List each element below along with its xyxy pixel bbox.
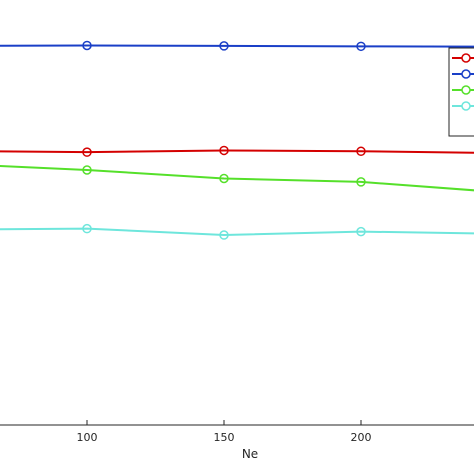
legend-swatch-marker (461, 53, 471, 63)
data-point (356, 226, 366, 237)
x-axis-label: Ne (242, 447, 258, 461)
data-point (82, 40, 92, 51)
x-tick-label: 100 (77, 431, 98, 444)
data-point (356, 177, 366, 187)
series-line (0, 164, 474, 192)
legend-swatch-marker (461, 85, 471, 95)
data-point (356, 146, 366, 157)
series-4 (0, 223, 474, 240)
data-point (82, 165, 92, 175)
series-2 (0, 40, 474, 52)
chart-series (0, 40, 474, 240)
data-point (219, 41, 229, 51)
data-point (356, 41, 366, 52)
series-line (0, 44, 474, 48)
data-point (82, 223, 92, 234)
chart-axes: 100 150 200 (0, 420, 474, 444)
data-point (219, 173, 229, 184)
series-line (0, 149, 474, 154)
x-tick-label: 200 (351, 431, 372, 444)
series-line (0, 227, 474, 237)
series-3 (0, 164, 474, 192)
x-tick-label: 150 (214, 431, 235, 444)
legend-swatch-marker (461, 101, 471, 111)
data-point (219, 230, 229, 240)
legend-swatch-marker (461, 69, 471, 79)
chart-legend (448, 47, 474, 137)
data-point (219, 145, 229, 156)
series-1 (0, 145, 474, 157)
data-point (82, 147, 92, 157)
